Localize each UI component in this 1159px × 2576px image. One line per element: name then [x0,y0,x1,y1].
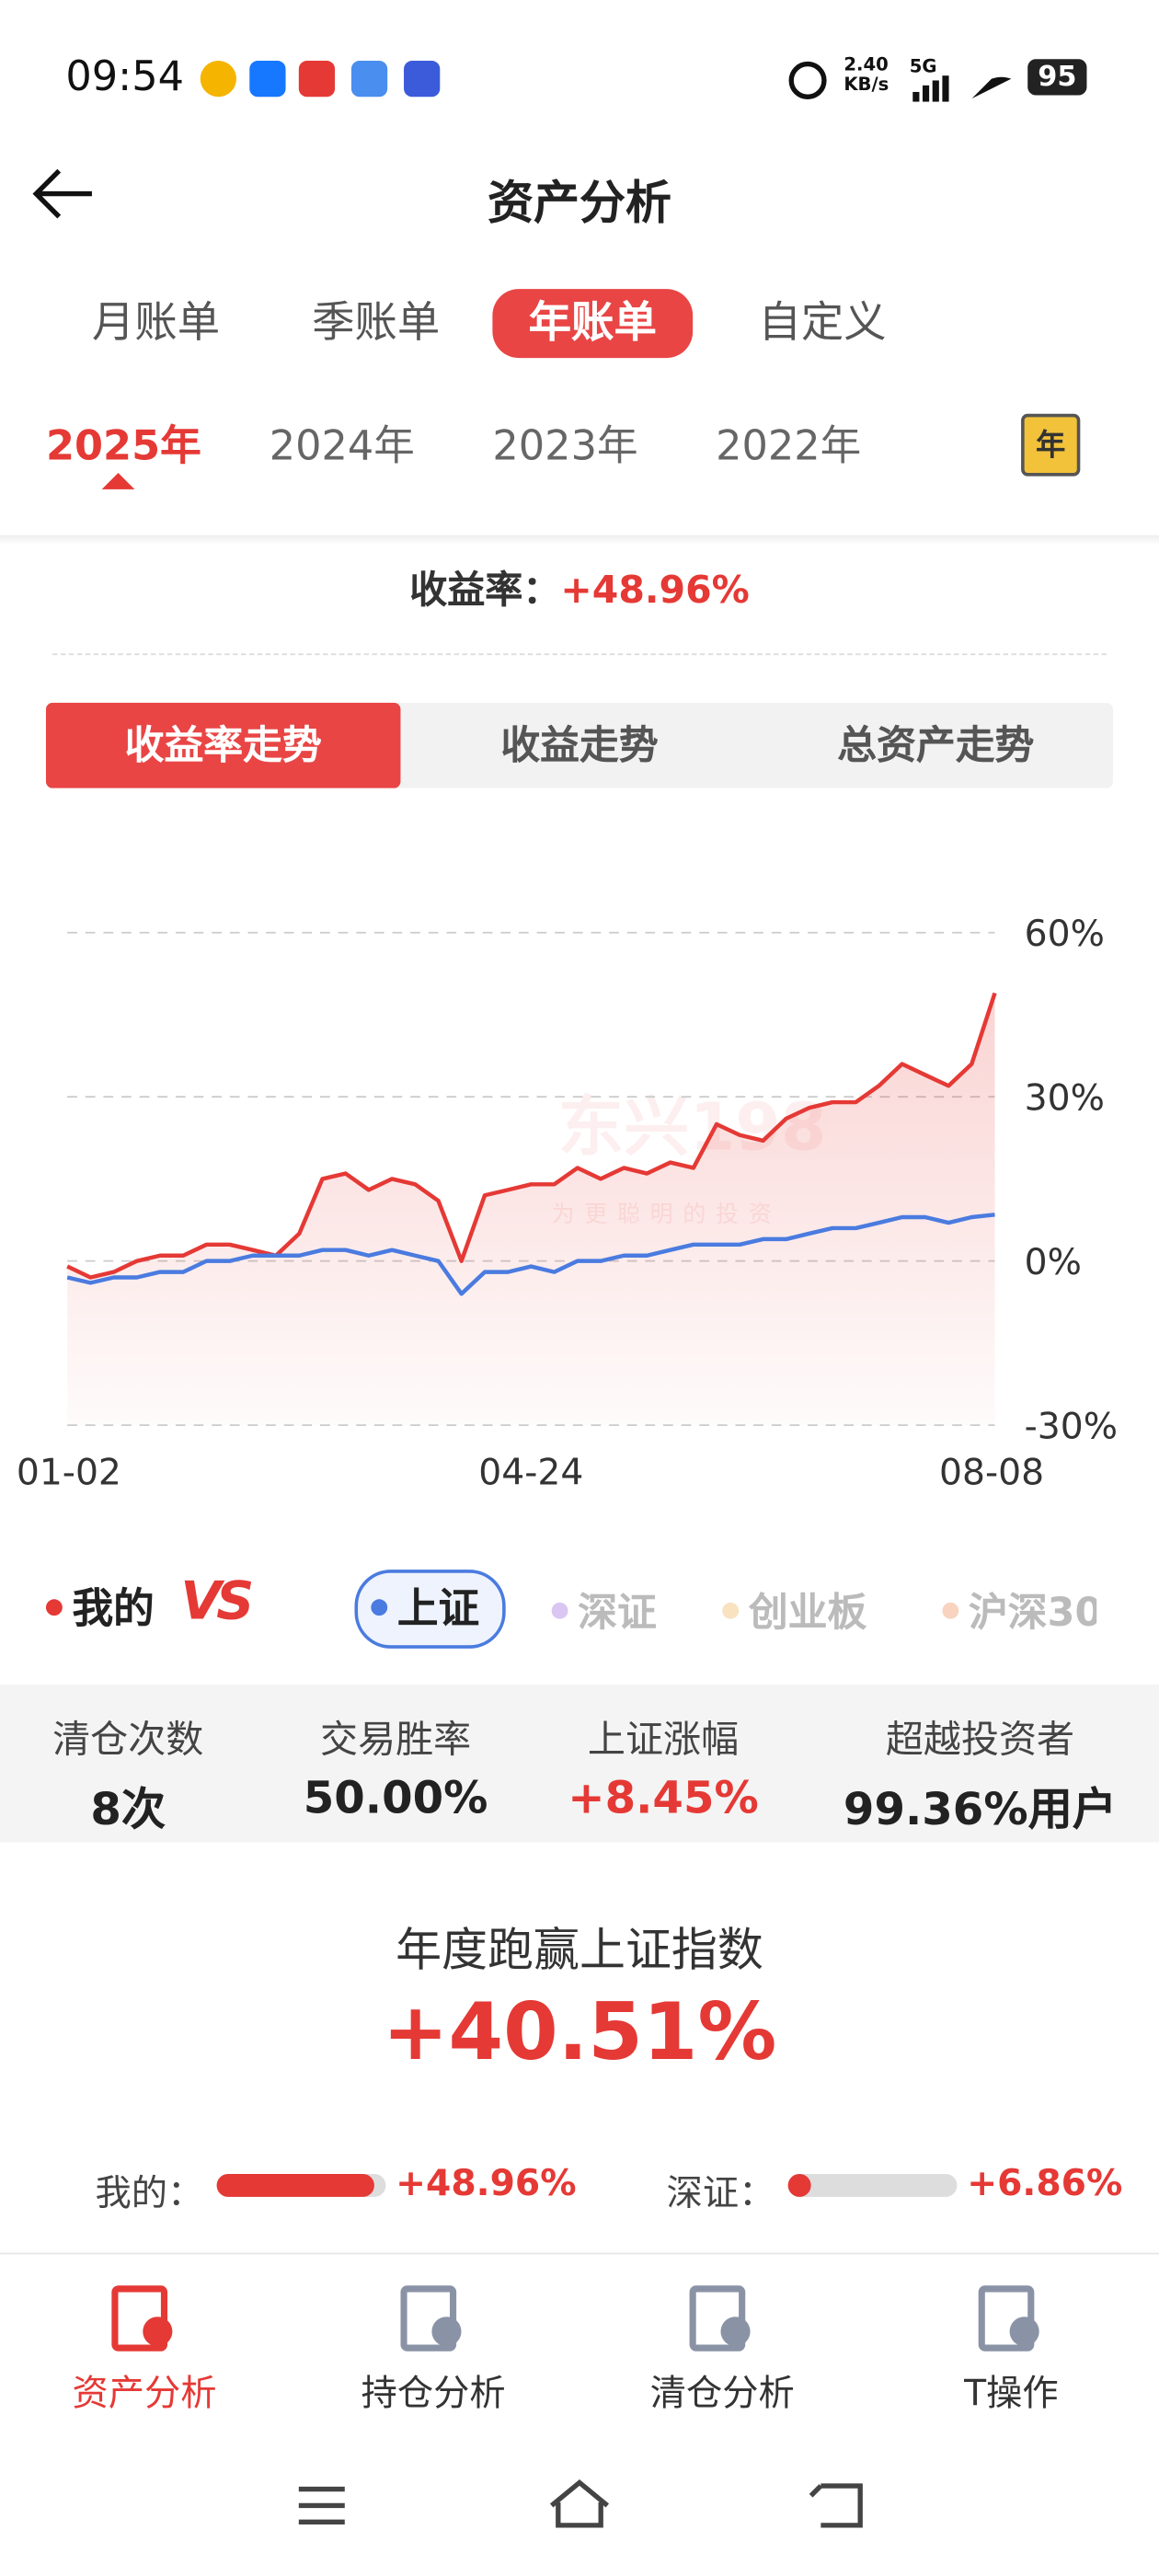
x-tick-label: 01-02 [17,1452,121,1493]
chart-tab[interactable]: 收益走势 [500,722,659,769]
nav-icon[interactable] [975,2283,1048,2355]
app-icons [200,61,441,98]
legend-marker [371,1599,388,1616]
y-tick-label: 0% [1025,1242,1082,1283]
x-tick-label: 08-08 [939,1452,1044,1493]
stats-bg [0,1685,1159,1843]
stat-value: +8.45% [568,1773,759,1824]
alarm-icon [788,61,827,99]
bar-track [787,2173,958,2197]
system-nav [298,2478,863,2528]
period-tab[interactable]: 月账单 [91,298,221,349]
compare-label: 深证： [666,2173,775,2215]
nav-icon[interactable] [109,2283,181,2355]
stat-label: 上证涨幅 [587,1719,740,1762]
page-title: 资产分析 [488,175,671,230]
compare-option[interactable]: 沪深300 [968,1589,1096,1636]
beat-value: +40.51% [382,1986,777,2079]
chart-tab[interactable]: 总资产走势 [837,722,1035,769]
nav-icon[interactable] [686,2283,759,2355]
year-tab[interactable]: 2023年 [492,421,638,470]
back-button[interactable] [29,164,102,223]
period-tab[interactable]: 季账单 [312,298,441,349]
year-tab[interactable]: 2025年 [45,421,201,470]
net-speed-value: 2.40 [843,53,889,76]
chart-tab[interactable]: 收益率走势 [45,702,401,788]
line [66,992,997,1280]
compare-options: 深证 创业板 沪深300 [551,1589,1096,1636]
divider [52,653,1107,656]
compare-option[interactable]: 深证 [578,1589,657,1636]
option-marker [942,1602,959,1619]
nav-label[interactable]: 持仓分析 [361,2374,506,2416]
calendar-button[interactable]: 年 [1021,413,1081,477]
stat-label: 超越投资者 [885,1719,1075,1762]
nav-label[interactable]: 清仓分析 [649,2374,795,2416]
stat-label: 交易胜率 [320,1719,472,1762]
area [67,993,995,1426]
compare-value: +6.86% [967,2164,1123,2205]
y-tick-label: -30% [1025,1406,1118,1447]
bar [216,2173,374,2197]
option-marker [551,1602,568,1619]
nav-label[interactable]: T操作 [964,2374,1059,2416]
period-tab[interactable]: 自定义 [758,298,887,349]
year-tab[interactable]: 2022年 [716,421,862,470]
return-value: +48.96% [560,569,750,613]
y-tick-label: 60% [1025,914,1105,955]
option-marker [722,1602,740,1619]
nav-icon[interactable] [397,2283,470,2355]
x-tick-label: 04-24 [478,1452,583,1493]
return-label: 收益率： [409,569,561,613]
stat-value: 50.00% [303,1773,488,1824]
stat-label: 清仓次数 [52,1719,204,1762]
vs-logo: VS [180,1570,254,1632]
legend-label[interactable]: 上证 [396,1584,480,1632]
year-tab[interactable]: 2024年 [269,421,415,470]
legend-label[interactable]: 我的 [72,1584,155,1632]
y-tick-label: 30% [1025,1077,1105,1119]
stat-value: 99.36%用户 [843,1784,1118,1836]
status-time: 09:54 [65,52,184,100]
return-rate: 收益率：+48.96% [0,558,1159,615]
period-tab[interactable]: 年账单 [492,289,694,359]
divider [0,535,1159,546]
battery: 95 [1027,59,1087,96]
bar [787,2173,811,2197]
compare-value: +48.96% [396,2164,577,2205]
signal-icons [912,75,1012,102]
stat-value: 8次 [90,1784,166,1836]
signal-label: 5G [909,55,937,77]
line [66,1213,995,1296]
compare-label: 我的： [95,2173,204,2215]
divider [0,2252,1159,2255]
nav-label[interactable]: 资产分析 [72,2374,217,2416]
net-speed: 2.40 KB/s [843,53,889,96]
net-speed-unit: KB/s [843,74,889,96]
compare-option[interactable]: 创业板 [748,1589,867,1636]
year-indicator [101,472,135,489]
beat-title: 年度跑赢上证指数 [396,1922,763,1977]
legend-marker [45,1599,63,1616]
